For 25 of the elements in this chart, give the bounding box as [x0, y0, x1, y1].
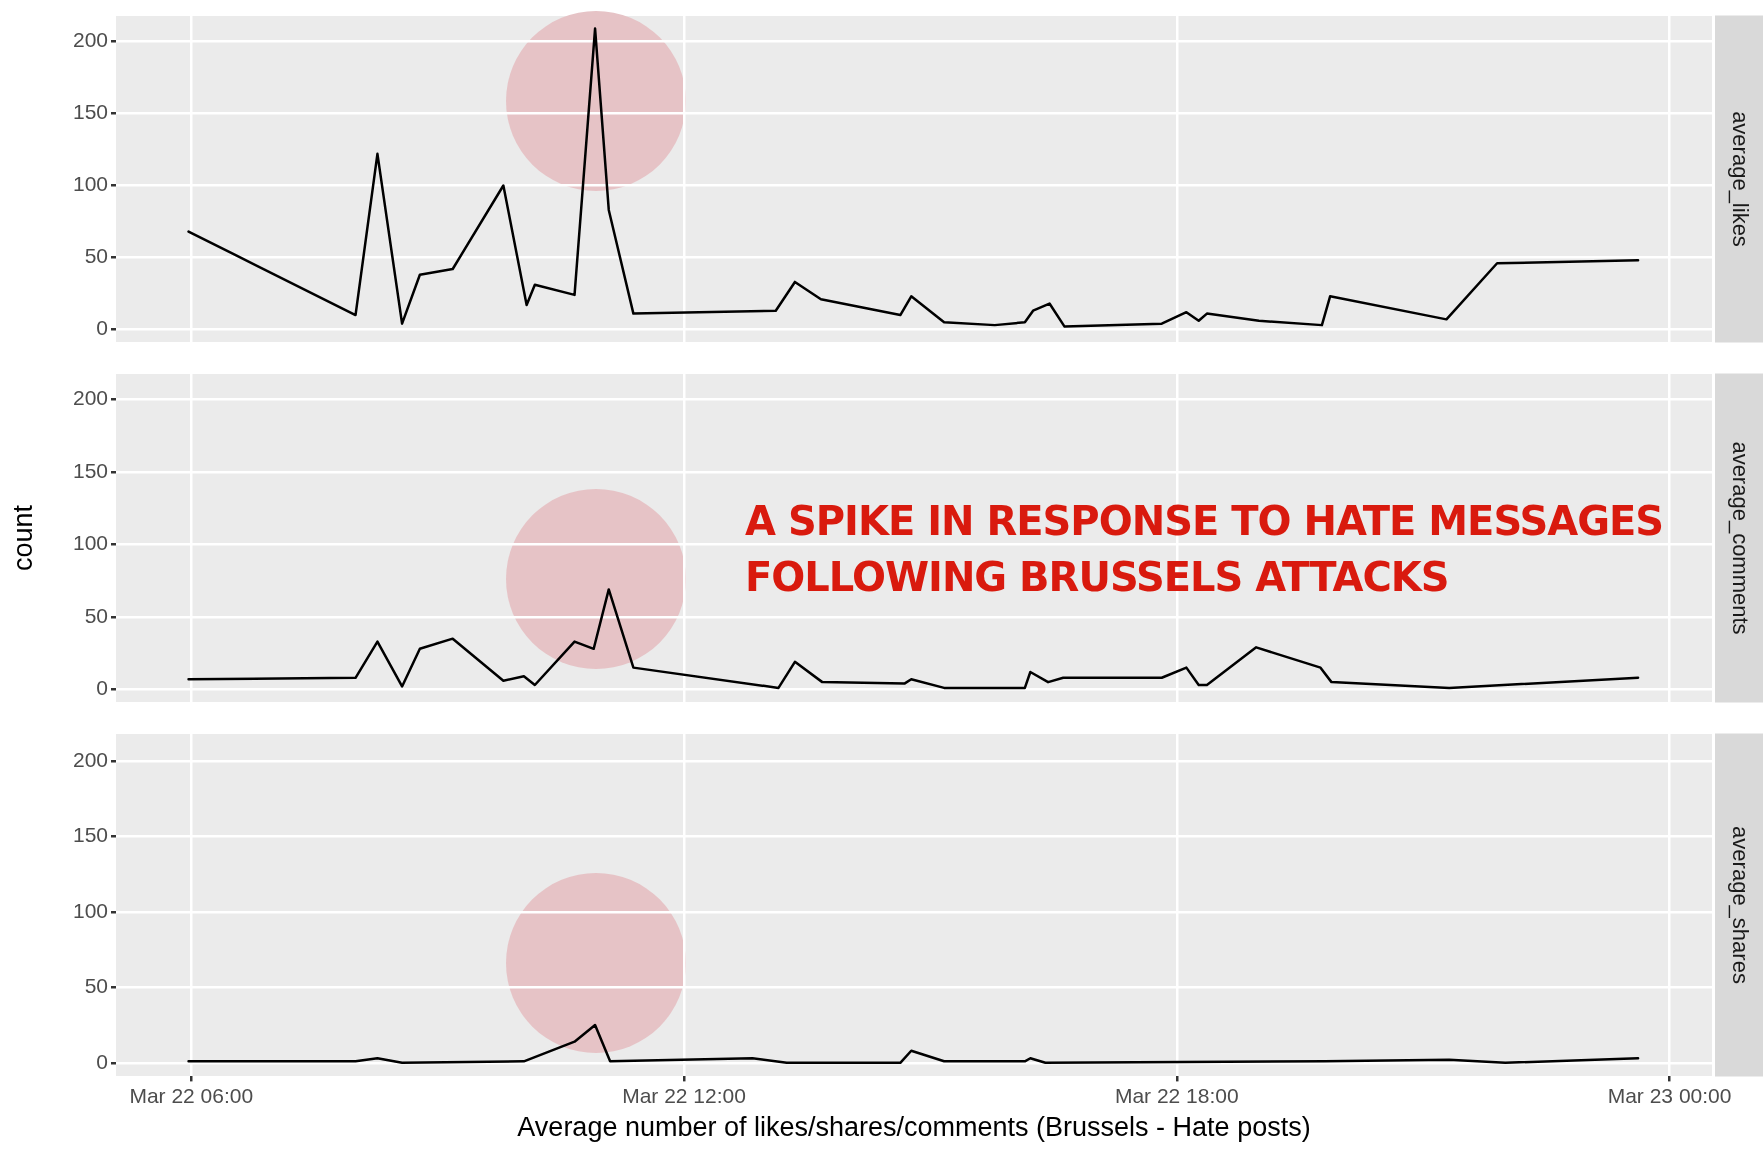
y-tick-label: 200 — [72, 386, 108, 410]
y-tick-label: 0 — [96, 676, 108, 700]
y-tick-label: 100 — [72, 898, 108, 922]
y-tick-label: 100 — [72, 172, 108, 196]
text: average_shares — [1727, 826, 1753, 984]
y-tick-label: 100 — [72, 531, 108, 555]
y-tick-label: 150 — [72, 100, 108, 124]
x-axis-title: Average number of likes/shares/comments (Brussels - Hate posts) — [517, 1112, 1311, 1143]
x-tick-label: Mar 23 00:00 — [1607, 1083, 1732, 1107]
y-tick-label: 50 — [84, 974, 108, 998]
annotation: A SPIKE IN RESPONSE TO HATE MESSAGES FOLLOWING BRUSSELS ATTACKS — [745, 497, 1665, 602]
x-tick-label: Mar 22 06:00 — [129, 1083, 254, 1107]
x-tick-label: Mar 22 18:00 — [1114, 1083, 1239, 1107]
text: average_comments — [1727, 441, 1753, 635]
y-axis-title: count — [7, 504, 38, 572]
y-tick-label: 150 — [72, 823, 108, 847]
y-tick-label: 200 — [72, 747, 108, 771]
y-tick-label: 0 — [96, 1049, 108, 1073]
y-tick-label: 150 — [72, 458, 108, 482]
x-tick-label: Mar 22 12:00 — [622, 1083, 746, 1107]
y-tick-label: 50 — [84, 603, 108, 627]
y-tick-label: 50 — [84, 244, 108, 268]
text: average_likes — [1727, 111, 1753, 247]
y-tick-label: 0 — [96, 316, 108, 340]
y-tick-label: 200 — [72, 28, 108, 52]
